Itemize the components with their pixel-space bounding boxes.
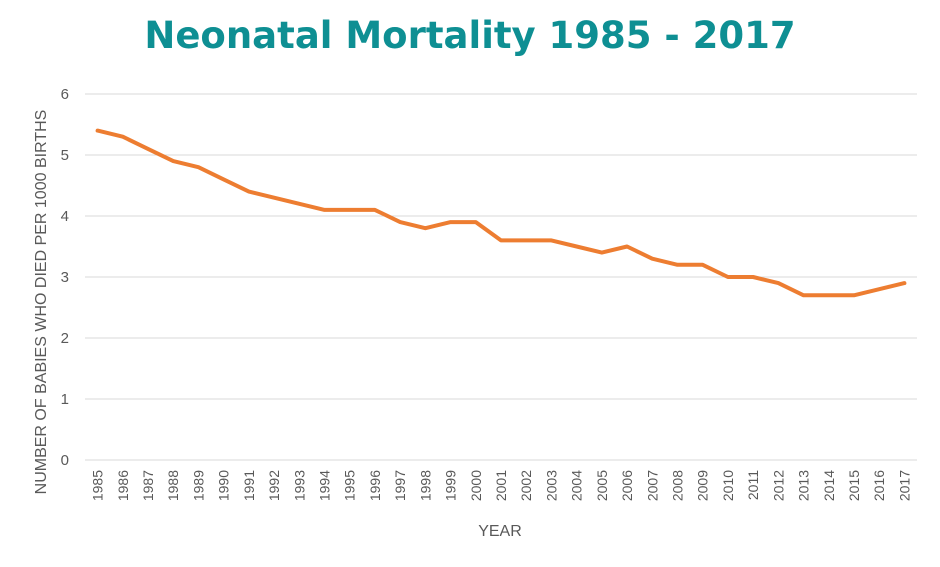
x-tick-label: 2012 [770,470,786,501]
x-tick-label: 2017 [896,470,912,501]
x-tick-label: 2013 [796,470,812,501]
y-tick-label: 1 [61,391,69,408]
x-tick-label: 1999 [443,470,459,501]
x-tick-label: 2005 [594,470,610,501]
x-tick-label: 2006 [619,470,635,501]
y-tick-label: 4 [61,208,69,225]
x-tick-label: 1995 [342,470,358,501]
x-tick-label: 1994 [317,470,333,501]
y-tick-label: 3 [61,269,69,286]
y-tick-label: 5 [61,147,69,164]
x-tick-label: 2003 [543,470,559,501]
x-tick-label: 1992 [266,470,282,501]
x-tick-label: 1997 [392,470,408,501]
y-tick-label: 2 [61,330,69,347]
x-tick-label: 1986 [115,470,131,501]
x-tick-label: 1987 [140,470,156,501]
x-tick-label: 2002 [518,470,534,501]
x-tick-label: 1989 [190,470,206,501]
x-tick-label: 1993 [291,470,307,501]
x-tick-label: 2000 [468,470,484,501]
x-tick-label: 1990 [216,470,232,501]
x-tick-label: 1996 [367,470,383,501]
chart-title: Neonatal Mortality 1985 - 2017 [144,14,796,57]
y-axis-label: NUMBER OF BABIES WHO DIED PER 1000 BIRTH… [33,110,50,495]
x-tick-label: 1991 [241,470,257,501]
y-tick-label: 6 [61,86,69,103]
x-tick-label: 2001 [493,470,509,501]
x-tick-label: 2007 [644,470,660,501]
series-line-0 [95,128,907,298]
x-tick-label: 1985 [90,470,106,501]
x-tick-label: 2004 [569,470,585,501]
x-tick-label: 1988 [165,470,181,501]
x-axis-label: YEAR [478,523,522,540]
x-tick-label: 2009 [695,470,711,501]
x-tick-label: 2008 [669,470,685,501]
x-tick-label: 2014 [821,470,837,501]
x-tick-label: 2011 [745,470,761,500]
x-tick-label: 2015 [846,470,862,501]
x-tick-label: 2010 [720,470,736,501]
y-tick-label: 0 [61,452,69,469]
x-tick-label: 2016 [871,470,887,501]
x-tick-label: 1998 [417,470,433,501]
